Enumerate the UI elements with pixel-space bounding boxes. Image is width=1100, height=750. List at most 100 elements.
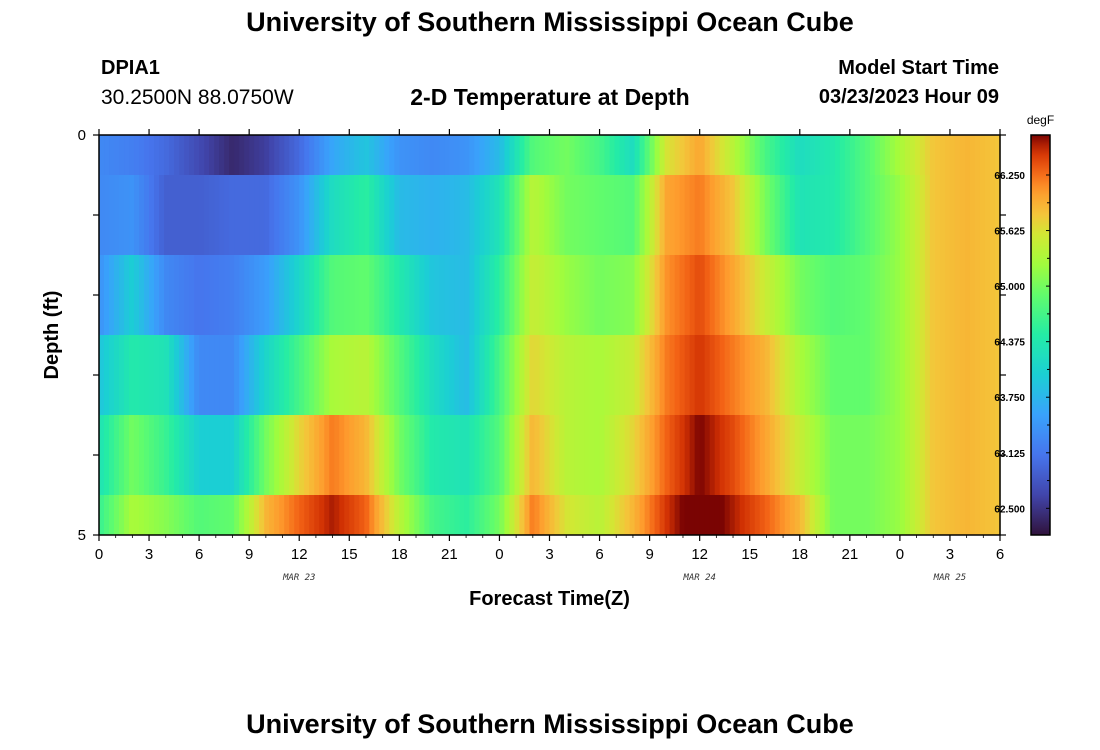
- heatmap-cell: [754, 495, 761, 536]
- heatmap-cell: [674, 415, 681, 496]
- heatmap-cell: [144, 335, 150, 416]
- heatmap-cell: [359, 175, 365, 256]
- heatmap-cell: [414, 495, 420, 536]
- heatmap-cell: [284, 255, 290, 336]
- heatmap-cell: [869, 135, 876, 176]
- heatmap-cell: [309, 335, 315, 416]
- heatmap-cell: [644, 255, 651, 336]
- heatmap-cell: [459, 415, 466, 496]
- heatmap-cell: [929, 175, 936, 256]
- heatmap-cell: [329, 175, 335, 256]
- heatmap-cell: [794, 135, 801, 176]
- heatmap-cell: [804, 495, 811, 536]
- heatmap-cell: [399, 255, 405, 336]
- heatmap-cell: [264, 175, 270, 256]
- heatmap-cell: [804, 335, 811, 416]
- heatmap-cell: [424, 495, 430, 536]
- heatmap-cell: [174, 335, 180, 416]
- heatmap-cell: [229, 335, 235, 416]
- x-date-label: MAR 23: [282, 573, 316, 583]
- heatmap-cell: [339, 415, 345, 496]
- heatmap-cell: [459, 495, 466, 536]
- heatmap-cell: [744, 415, 751, 496]
- heatmap-cell: [994, 135, 1001, 176]
- heatmap-cell: [889, 415, 896, 496]
- heatmap-cell: [439, 495, 445, 536]
- heatmap-cell: [734, 175, 741, 256]
- heatmap-cell: [174, 495, 180, 536]
- heatmap-cell: [209, 135, 215, 176]
- heatmap-cell: [614, 335, 621, 416]
- heatmap-cell: [604, 495, 611, 536]
- heatmap-cell: [324, 255, 330, 336]
- heatmap-cell: [229, 255, 235, 336]
- heatmap-cell: [569, 175, 576, 256]
- heatmap-cell: [164, 495, 170, 536]
- heatmap-cell: [324, 335, 330, 416]
- heatmap-cell: [474, 135, 481, 176]
- heatmap-cell: [869, 175, 876, 256]
- x-date-label: MAR 24: [682, 573, 716, 583]
- heatmap-cell: [419, 135, 425, 176]
- heatmap-cell: [919, 135, 926, 176]
- heatmap-cell: [464, 175, 471, 256]
- heatmap-cell: [579, 415, 586, 496]
- heatmap-cell: [134, 335, 140, 416]
- heatmap-cell: [454, 175, 460, 256]
- heatmap-cell: [329, 415, 335, 496]
- heatmap-cell: [234, 335, 240, 416]
- heatmap-cell: [929, 495, 936, 536]
- heatmap-cell: [429, 335, 435, 416]
- heatmap-cell: [124, 255, 130, 336]
- heatmap-cell: [714, 415, 721, 496]
- heatmap-cell: [714, 175, 721, 256]
- heatmap-cell: [844, 495, 851, 536]
- x-tick-label: 12: [291, 546, 308, 563]
- heatmap-cell: [979, 415, 986, 496]
- y-tick-label: 0: [78, 127, 86, 144]
- heatmap-cell: [884, 175, 891, 256]
- heatmap-cell: [389, 255, 395, 336]
- heatmap-cell: [574, 495, 581, 536]
- heatmap-cell: [939, 255, 946, 336]
- heatmap-cell: [759, 335, 766, 416]
- heatmap-cell: [314, 175, 320, 256]
- heatmap-cell: [279, 175, 285, 256]
- heatmap-cell: [539, 175, 546, 256]
- heatmap-cell: [594, 415, 601, 496]
- heatmap-cell: [309, 255, 315, 336]
- heatmap-cell: [484, 415, 491, 496]
- heatmap-cell: [584, 255, 591, 336]
- heatmap-cell: [199, 175, 205, 256]
- heatmap-cell: [969, 255, 976, 336]
- heatmap-cell: [684, 415, 691, 496]
- heatmap-cell: [624, 175, 631, 256]
- heatmap-cell: [369, 495, 375, 536]
- heatmap-cell: [469, 415, 476, 496]
- heatmap-cell: [294, 495, 300, 536]
- heatmap-cell: [699, 495, 706, 536]
- heatmap-cell: [959, 495, 966, 536]
- heatmap-cell: [694, 175, 701, 256]
- heatmap-cell: [289, 415, 295, 496]
- heatmap-cell: [989, 495, 996, 536]
- heatmap-cell: [874, 135, 881, 176]
- heatmap-cell: [559, 135, 566, 176]
- heatmap-cell: [444, 495, 450, 536]
- heatmap-cell: [534, 175, 541, 256]
- heatmap-cell: [904, 495, 911, 536]
- heatmap-cell: [874, 175, 881, 256]
- heatmap-cell: [259, 135, 265, 176]
- heatmap-cell: [499, 175, 506, 256]
- heatmap-cell: [424, 415, 430, 496]
- heatmap-cell: [614, 415, 621, 496]
- heatmap-cell: [119, 255, 125, 336]
- y-axis-title: Depth (ft): [41, 291, 63, 380]
- heatmap-cell: [219, 175, 225, 256]
- heatmap-cell: [339, 255, 345, 336]
- heatmap-cell: [469, 335, 476, 416]
- heatmap-cell: [989, 175, 996, 256]
- heatmap-cell: [319, 175, 325, 256]
- heatmap-cell: [634, 175, 641, 256]
- heatmap-cell: [199, 335, 205, 416]
